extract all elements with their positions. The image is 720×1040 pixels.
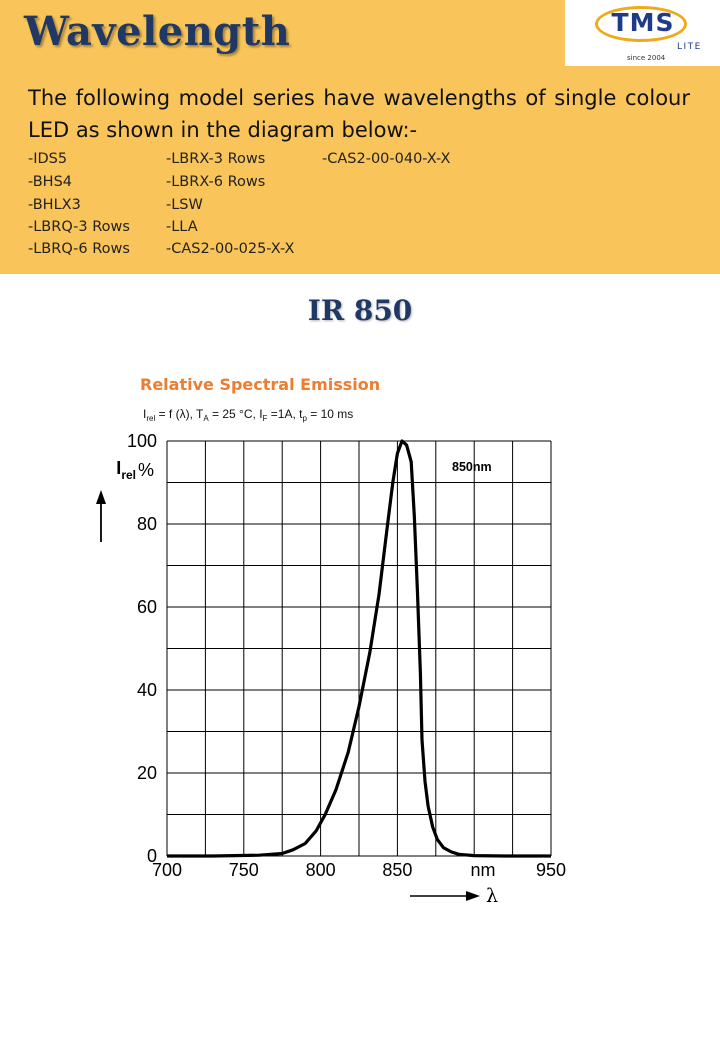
y-axis-label: Irel [116, 458, 136, 482]
chart-title: Relative Spectral Emission [140, 375, 381, 394]
y-axis-arrow-head [96, 490, 106, 504]
y-tick-label: 60 [137, 597, 157, 617]
model-item: -CAS2-00-025-X-X [166, 241, 295, 257]
x-axis-arrow-head [466, 891, 480, 901]
logo-since: since 2004 [627, 54, 666, 62]
x-axis-ticks: 700 750 800 850 950 [152, 860, 566, 880]
y-axis-ticks: 0 20 40 60 80 100 [127, 431, 157, 866]
x-tick-label: 750 [229, 860, 259, 880]
logo-wordmark: TMS [611, 8, 675, 37]
chart-condition: Irel = f (λ), TA = 25 °C, IF =1A, tp = 1… [143, 407, 353, 423]
model-item: -LLA [166, 219, 198, 235]
model-item: -LBRQ-6 Rows [28, 241, 130, 257]
logo-subtitle: LITE [677, 42, 702, 52]
x-axis-label: λ [486, 885, 498, 907]
x-tick-label: 700 [152, 860, 182, 880]
section-title: IR 850 [307, 294, 413, 327]
model-item: -LBRX-3 Rows [166, 151, 266, 167]
intro-text: The following model series have waveleng… [28, 86, 690, 142]
peak-annotation: 850nm [452, 460, 492, 474]
x-tick-label: 850 [382, 860, 412, 880]
model-item: -CAS2-00-040-X-X [322, 151, 451, 167]
y-tick-label: 20 [137, 763, 157, 783]
y-tick-label: 40 [137, 680, 157, 700]
x-tick-label: 800 [306, 860, 336, 880]
y-tick-label: 80 [137, 514, 157, 534]
model-item: -BHS4 [28, 174, 72, 190]
model-item: -IDS5 [28, 151, 68, 167]
model-item: -LSW [166, 197, 203, 213]
model-item: -LBRQ-3 Rows [28, 219, 130, 235]
logo-oval [595, 6, 687, 42]
model-item: -LBRX-6 Rows [166, 174, 266, 190]
chart-grid [166, 440, 552, 857]
x-axis-unit: nm [470, 860, 495, 880]
brand-logo: TMS LITE since 2004 [565, 0, 720, 66]
page-title: Wavelength [24, 8, 291, 55]
x-tick-label: 950 [536, 860, 566, 880]
y-tick-label: 0 [147, 846, 157, 866]
emission-curve [167, 439, 551, 858]
y-tick-label: 100 [127, 431, 157, 451]
y-axis-unit: % [138, 460, 154, 480]
model-item: -BHLX3 [28, 197, 81, 213]
